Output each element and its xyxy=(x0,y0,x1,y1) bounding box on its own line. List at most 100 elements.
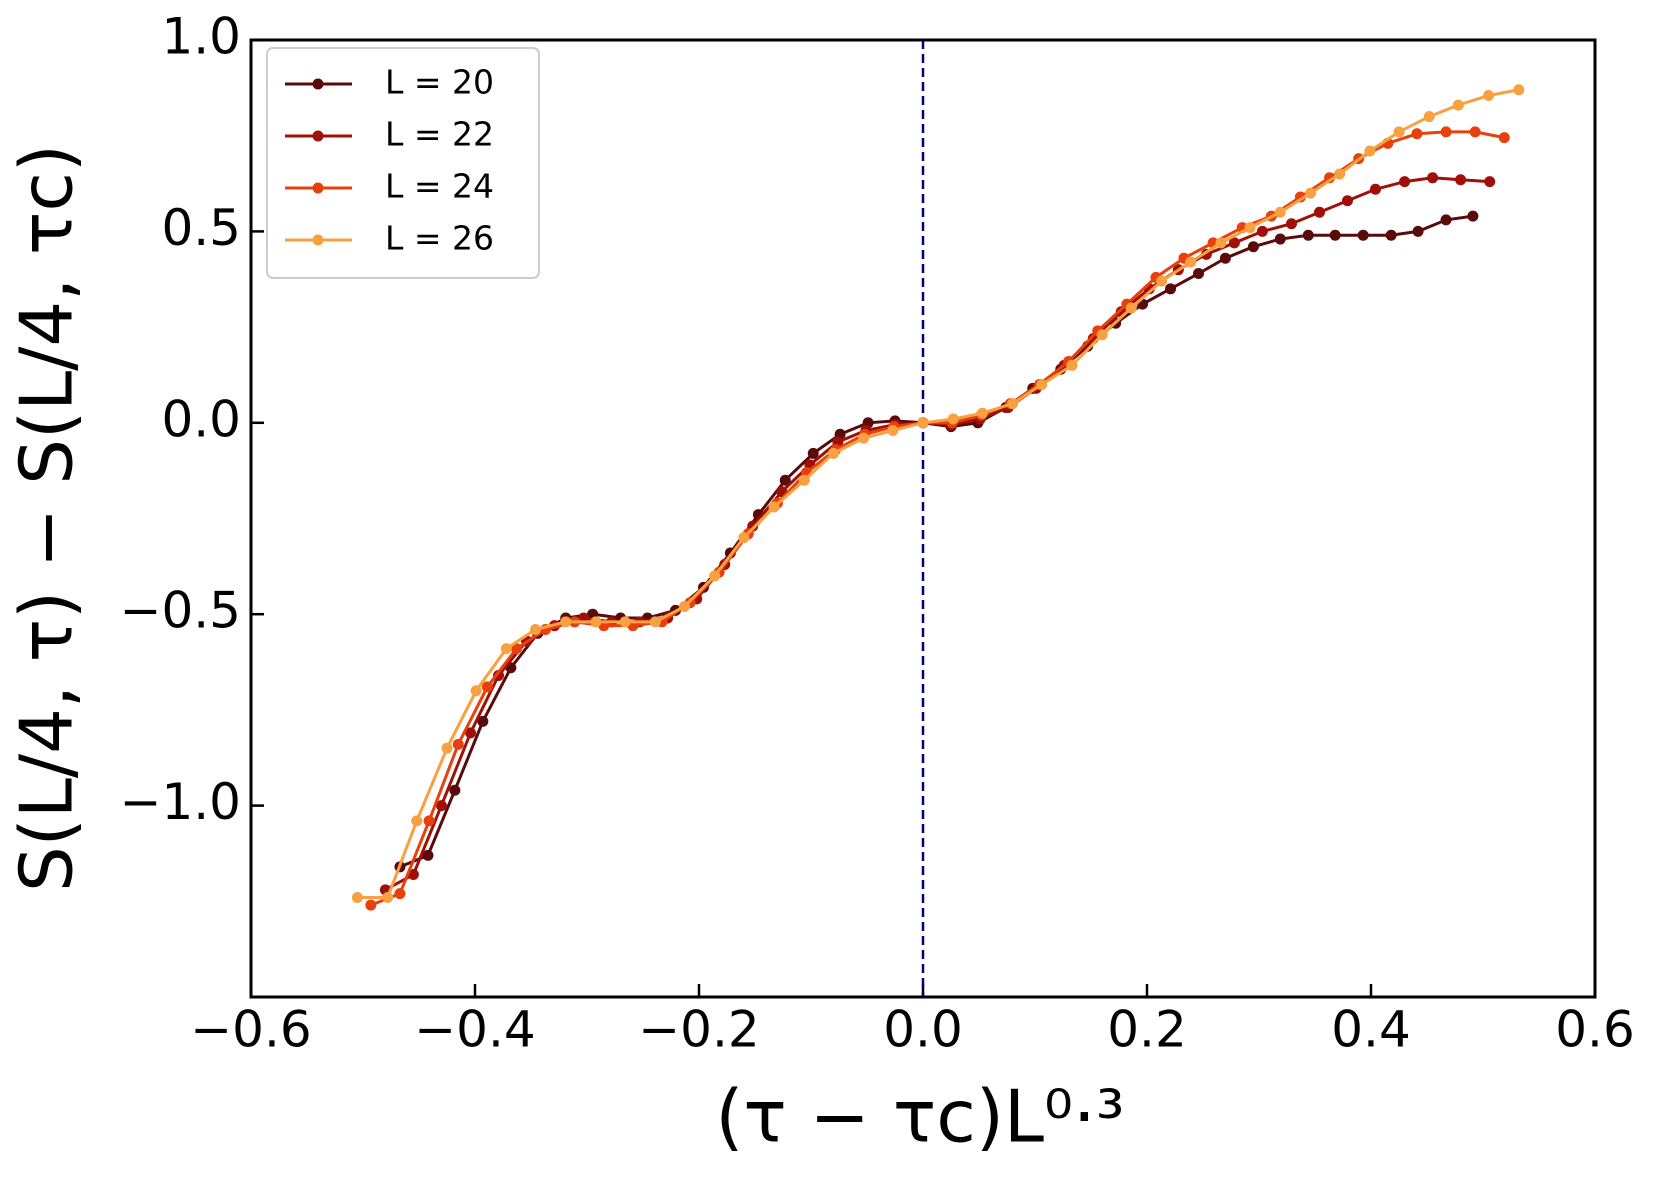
data-point xyxy=(365,899,377,911)
x-tick-label: −0.4 xyxy=(414,1001,535,1059)
legend-label: L = 20 xyxy=(385,63,494,102)
data-point xyxy=(470,685,482,697)
data-point xyxy=(1302,229,1314,241)
data-point xyxy=(1467,210,1479,222)
data-point xyxy=(422,849,434,861)
data-point xyxy=(1313,206,1325,218)
data-point xyxy=(1256,225,1268,237)
data-point xyxy=(1452,99,1464,111)
data-point xyxy=(619,616,631,628)
data-point xyxy=(500,643,512,655)
y-tick-label: −1.0 xyxy=(120,773,241,831)
data-point xyxy=(1329,229,1341,241)
data-point xyxy=(411,815,423,827)
data-point xyxy=(1411,128,1423,140)
data-point xyxy=(1498,132,1510,144)
x-axis-label: (τ − τc)L⁰·³ xyxy=(715,1075,1124,1159)
data-point xyxy=(449,784,461,796)
series-line xyxy=(399,214,1474,869)
data-point xyxy=(529,624,541,636)
y-tick-label: 1.0 xyxy=(161,8,241,66)
data-point xyxy=(394,888,406,900)
data-point xyxy=(481,681,493,693)
data-point xyxy=(1513,84,1525,96)
legend-label: L = 24 xyxy=(385,167,494,206)
data-point xyxy=(1440,126,1452,138)
data-point xyxy=(649,616,661,628)
legend-marker xyxy=(312,234,324,246)
data-point xyxy=(709,570,721,582)
data-point xyxy=(1185,256,1197,268)
data-point xyxy=(1334,168,1346,180)
data-point xyxy=(1455,174,1467,186)
series-line xyxy=(370,130,1505,907)
legend-marker xyxy=(312,78,324,90)
data-point xyxy=(1285,218,1297,230)
data-point xyxy=(452,738,464,750)
data-point xyxy=(1165,283,1177,295)
data-point xyxy=(441,742,453,754)
data-point xyxy=(798,474,810,486)
series-line xyxy=(384,176,1490,892)
data-point xyxy=(1364,145,1376,157)
data-point xyxy=(947,413,959,425)
plot-frame xyxy=(249,38,1597,999)
data-point xyxy=(1156,275,1168,287)
legend-marker xyxy=(312,182,324,194)
data-point xyxy=(1305,187,1317,199)
data-point xyxy=(1423,111,1435,123)
x-tick-label: −0.6 xyxy=(190,1001,311,1059)
data-point xyxy=(1393,126,1405,138)
data-point xyxy=(678,601,690,613)
data-point xyxy=(1341,195,1353,207)
data-point xyxy=(465,727,477,739)
data-point xyxy=(560,616,572,628)
data-point xyxy=(407,869,419,881)
x-tick-label: 0.4 xyxy=(1331,1001,1411,1059)
data-point xyxy=(1125,302,1137,314)
data-point xyxy=(1483,90,1495,102)
legend-marker xyxy=(312,130,324,142)
data-point xyxy=(590,616,602,628)
data-point xyxy=(1369,183,1381,195)
data-point xyxy=(1274,206,1286,218)
data-point xyxy=(976,407,988,419)
data-point xyxy=(423,815,435,827)
data-point xyxy=(477,715,489,727)
data-point xyxy=(827,447,839,459)
x-tick-label: 0.2 xyxy=(1107,1001,1187,1059)
data-point xyxy=(1440,214,1452,226)
data-point xyxy=(1096,329,1108,341)
legend-box xyxy=(266,47,540,279)
x-tick-label: 0.6 xyxy=(1555,1001,1635,1059)
data-point xyxy=(1066,359,1078,371)
data-point xyxy=(1412,225,1424,237)
data-point xyxy=(1484,176,1496,188)
data-point xyxy=(351,891,363,903)
data-point xyxy=(887,424,899,436)
data-point xyxy=(1357,229,1369,241)
series-line xyxy=(357,88,1520,899)
data-point xyxy=(779,474,791,486)
legend-label: L = 22 xyxy=(385,115,494,154)
data-point xyxy=(1274,233,1286,245)
y-axis-label: S(L/4, τ) − S(L/4, τc) xyxy=(5,144,89,892)
data-point xyxy=(1215,237,1227,249)
data-point xyxy=(1219,252,1231,264)
data-point xyxy=(858,432,870,444)
data-point xyxy=(1007,398,1019,410)
y-tick-label: 0.5 xyxy=(161,199,241,257)
data-point xyxy=(1385,229,1397,241)
data-point xyxy=(1228,237,1240,249)
data-point xyxy=(382,891,394,903)
x-tick-label: 0.0 xyxy=(883,1001,963,1059)
y-tick-label: 0.0 xyxy=(161,390,241,448)
data-point xyxy=(1399,176,1411,188)
data-point xyxy=(510,643,522,655)
data-point xyxy=(1427,172,1439,184)
data-point xyxy=(1469,126,1481,138)
y-tick-label: −0.5 xyxy=(120,582,241,640)
data-point xyxy=(768,501,780,513)
legend-label: L = 26 xyxy=(385,219,494,258)
